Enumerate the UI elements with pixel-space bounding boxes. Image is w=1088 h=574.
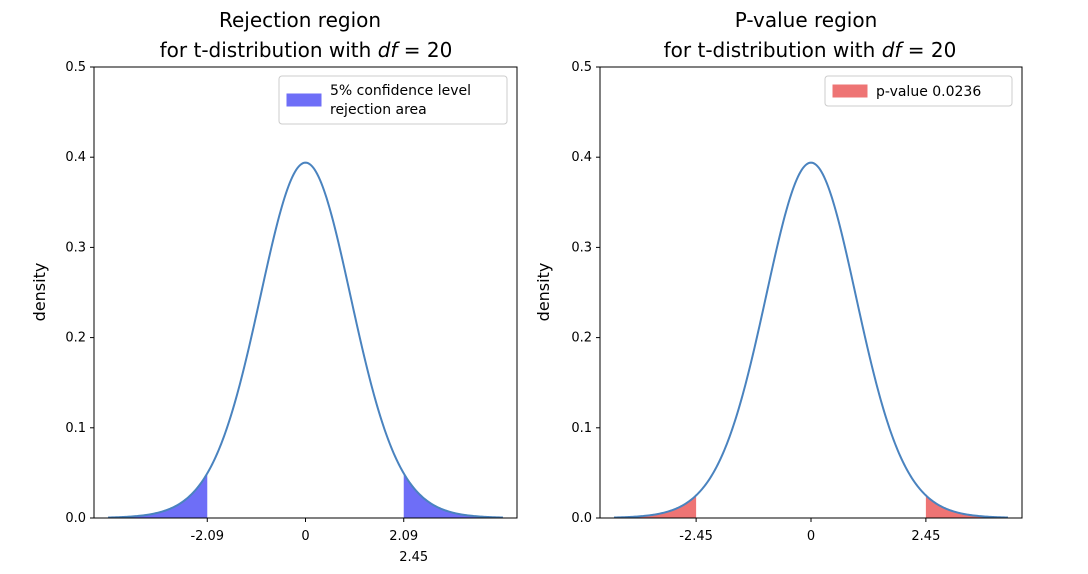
y-tick-label: 0.4 xyxy=(65,150,86,165)
x-tick-label: 0 xyxy=(301,529,309,544)
legend-label: 5% confidence level xyxy=(330,83,471,99)
y-axis-label: density xyxy=(30,263,49,322)
legend-swatch xyxy=(286,93,322,107)
y-tick-label: 0.3 xyxy=(65,240,86,255)
p-value-region-chart: P-value region for t-distribution with d… xyxy=(534,8,1023,544)
chart-title-df: df xyxy=(378,38,401,62)
chart-title-eq: = 20 xyxy=(901,38,956,62)
y-tick-label: 0.1 xyxy=(65,421,86,436)
legend-box xyxy=(278,75,508,125)
left-tail-region xyxy=(614,495,697,518)
plot-frame xyxy=(93,66,518,519)
x-tick-label: 2.09 xyxy=(389,529,418,544)
y-tick-label: 0.0 xyxy=(65,511,86,526)
chart-title-eq: = 20 xyxy=(397,38,452,62)
y-tick-label: 0.5 xyxy=(65,60,86,75)
density-curve xyxy=(108,161,503,519)
legend-swatch xyxy=(832,84,868,98)
plot-frame xyxy=(599,66,1023,519)
left-tail-region xyxy=(108,473,208,518)
chart-title-line2: for t-distribution with df = 20 xyxy=(160,38,453,62)
right-tail-region xyxy=(925,495,1008,518)
chart-title-line1: P-value region xyxy=(735,8,878,32)
legend-label: rejection area xyxy=(330,102,427,118)
legend-label: p-value 0.0236 xyxy=(876,84,981,100)
chart-title-line1: Rejection region xyxy=(219,8,381,32)
chart-title-df: df xyxy=(882,38,905,62)
x-tick-label: 0 xyxy=(807,529,815,544)
density-curve xyxy=(614,161,1008,519)
y-tick-label: 0.1 xyxy=(571,421,592,436)
x-tick-label: -2.45 xyxy=(679,529,713,544)
y-axis-label: density xyxy=(534,263,553,322)
chart-title-line2: for t-distribution with df = 20 xyxy=(664,38,957,62)
x-tick-label: -2.09 xyxy=(190,529,224,544)
right-tail-region xyxy=(403,473,503,518)
legend-box xyxy=(824,75,1013,107)
x-tick-label-extra: 2.45 xyxy=(399,550,428,565)
chart-title-prefix: for t-distribution with xyxy=(160,38,378,62)
y-tick-label: 0.2 xyxy=(65,331,86,346)
y-tick-label: 0.4 xyxy=(571,150,592,165)
x-tick-label: 2.45 xyxy=(911,529,940,544)
chart-title-prefix: for t-distribution with xyxy=(664,38,882,62)
y-tick-label: 0.3 xyxy=(571,240,592,255)
rejection-region-chart: Rejection region for t-distribution with… xyxy=(30,8,518,565)
y-tick-label: 0.0 xyxy=(571,511,592,526)
y-tick-label: 0.5 xyxy=(571,60,592,75)
y-tick-label: 0.2 xyxy=(571,331,592,346)
